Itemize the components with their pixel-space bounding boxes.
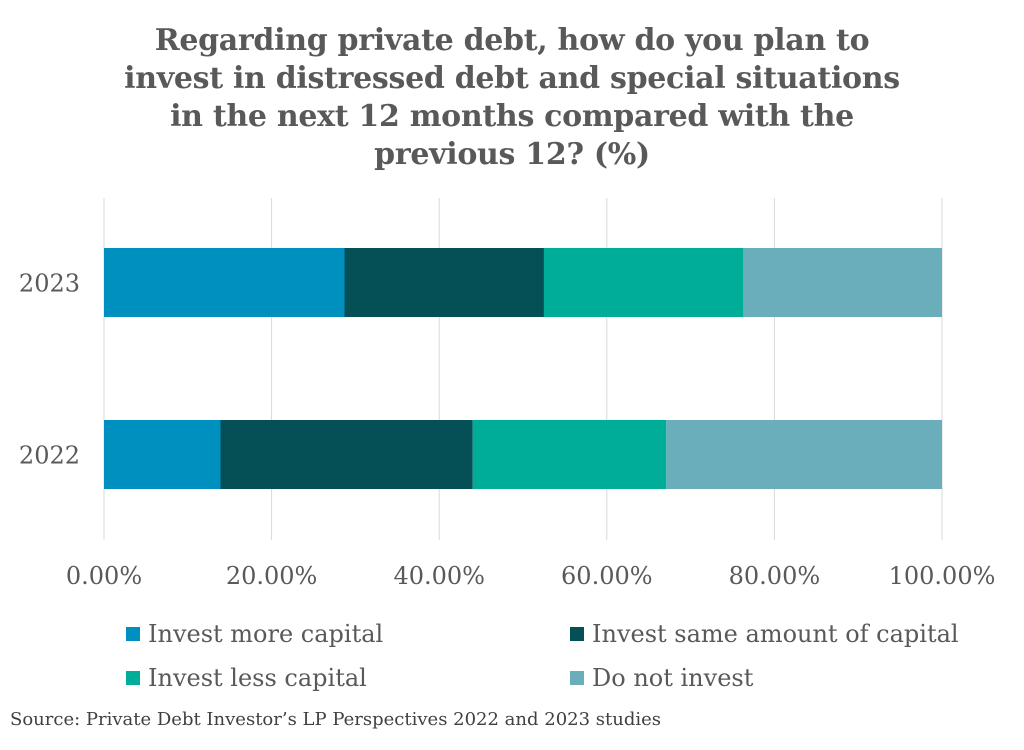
x-tick-label: 40.00% [393, 562, 485, 590]
legend-label: Invest same amount of capital [592, 620, 959, 648]
bar-segment [543, 248, 744, 317]
bar-segment [104, 420, 221, 489]
bar-segment [743, 248, 942, 317]
legend-item: Invest same amount of capital [570, 620, 959, 648]
legend-item: Invest less capital [126, 664, 367, 692]
legend-item: Invest more capital [126, 620, 383, 648]
bar-segment [472, 420, 667, 489]
y-category-label: 2023 [19, 270, 80, 298]
bar-segment [104, 248, 345, 317]
x-tick-label: 100.00% [889, 562, 996, 590]
legend-label: Invest more capital [148, 620, 384, 648]
source-note: Source: Private Debt Investor’s LP Persp… [10, 709, 662, 730]
bar-segment [344, 248, 544, 317]
bar-segment [220, 420, 473, 489]
legend-swatch [570, 671, 584, 685]
x-tick-label: 0.00% [66, 562, 142, 590]
x-tick-label: 80.00% [729, 562, 821, 590]
x-tick-label: 60.00% [561, 562, 653, 590]
legend-label: Do not invest [592, 664, 754, 692]
legend-item: Do not invest [570, 664, 753, 692]
legend-swatch [126, 627, 140, 641]
legend-label: Invest less capital [148, 664, 367, 692]
x-tick-label: 20.00% [226, 562, 318, 590]
legend: Invest more capital Invest same amount of… [0, 618, 1024, 708]
legend-swatch [126, 671, 140, 685]
legend-swatch [570, 627, 584, 641]
bar-segment [666, 420, 942, 489]
chart-title: Regarding private debt, how do you plan … [124, 23, 900, 172]
y-category-label: 2022 [19, 442, 80, 470]
